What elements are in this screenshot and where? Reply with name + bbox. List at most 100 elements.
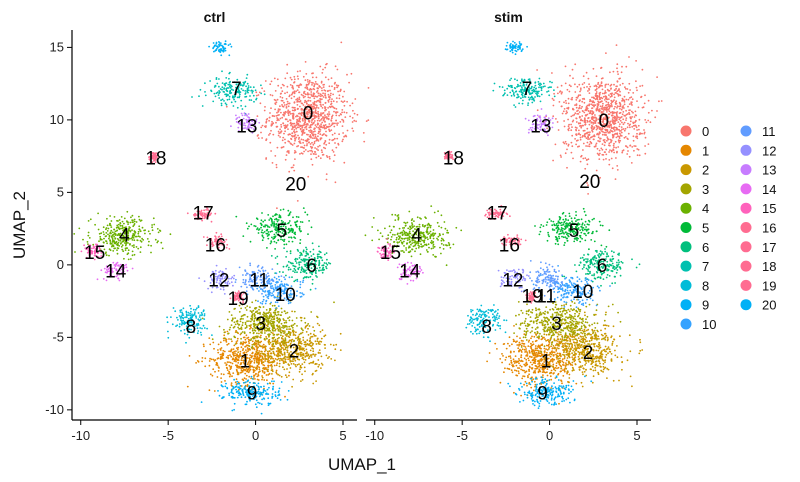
point-cluster-1 [228,364,231,367]
point-cluster-7 [221,86,224,89]
point-cluster-5 [278,214,281,217]
point-cluster-0 [303,112,305,114]
point-cluster-3 [296,325,298,327]
point-cluster-0 [568,90,571,93]
point-cluster-5 [291,231,294,234]
point-cluster-0 [296,145,298,148]
point-cluster-9 [257,390,260,393]
point-cluster-0 [325,108,327,111]
point-cluster-6 [305,248,308,251]
point-cluster-4 [139,220,142,222]
point-cluster-0 [292,117,294,120]
point-cluster-0 [272,133,275,136]
point-cluster-1 [211,374,214,377]
point-cluster-2 [281,335,284,338]
point-cluster-0 [570,123,572,126]
point-cluster-2 [299,353,302,356]
point-cluster-0 [314,135,317,138]
point-cluster-0 [336,137,339,140]
point-cluster-5 [260,224,263,227]
point-cluster-11 [268,280,271,283]
point-cluster-8 [192,308,195,311]
point-cluster-20 [217,49,220,52]
point-cluster-0 [269,83,272,86]
point-cluster-0 [317,135,319,138]
point-cluster-2 [304,345,307,348]
cluster-label-0: 0 [303,104,314,125]
point-cluster-1 [205,350,207,353]
point-cluster-0 [314,147,316,149]
point-cluster-7 [232,105,235,107]
point-cluster-0 [316,87,319,89]
point-cluster-0 [294,150,296,152]
point-cluster-3 [283,310,286,313]
point-cluster-3 [245,325,248,327]
point-cluster-7 [260,84,262,87]
point-cluster-10 [271,292,273,294]
point-cluster-5 [270,241,273,243]
point-cluster-2 [298,363,300,365]
point-cluster-1 [247,348,250,351]
point-cluster-2 [268,356,270,359]
point-cluster-9 [262,391,264,394]
point-cluster-2 [314,362,317,365]
point-cluster-3 [300,319,303,322]
point-cluster-2 [279,343,282,346]
point-cluster-10 [259,302,262,304]
point-cluster-0 [319,157,322,160]
point-cluster-4 [138,225,141,228]
point-cluster-0 [275,121,277,124]
point-cluster-0 [328,129,331,132]
point-cluster-6 [300,253,302,256]
point-cluster-0 [290,93,293,96]
point-cluster-3 [287,317,289,320]
point-cluster-0 [293,101,296,104]
point-cluster-0 [321,117,323,120]
point-cluster-0 [292,122,295,125]
point-cluster-11 [261,292,263,295]
point-cluster-1 [263,372,266,374]
point-cluster-0 [319,95,322,98]
point-cluster-2 [257,343,259,346]
point-cluster-4 [139,236,141,238]
point-cluster-5 [271,236,273,239]
point-cluster-0 [605,100,608,103]
point-cluster-2 [270,367,273,369]
point-cluster-0 [325,130,327,133]
point-cluster-1 [265,336,267,338]
point-cluster-0 [587,90,589,92]
point-cluster-8 [187,314,190,316]
point-cluster-11 [270,279,272,281]
point-cluster-0 [349,115,351,118]
point-cluster-8 [185,341,187,344]
point-cluster-0 [313,151,316,153]
point-cluster-0 [324,147,327,150]
point-cluster-3 [241,324,244,327]
point-cluster-2 [261,352,264,355]
point-cluster-2 [305,325,308,327]
point-cluster-0 [307,96,310,99]
point-cluster-2 [259,352,262,355]
point-cluster-0 [317,149,319,152]
point-cluster-2 [265,345,267,348]
point-cluster-0 [269,112,271,114]
point-cluster-0 [362,132,365,134]
point-cluster-8 [182,317,185,320]
point-cluster-0 [647,119,650,122]
point-cluster-1 [249,368,252,371]
point-cluster-11 [269,287,272,289]
point-cluster-8 [179,311,182,313]
point-cluster-4 [102,231,105,233]
point-cluster-7 [225,89,228,91]
point-cluster-1 [235,378,238,381]
point-cluster-0 [311,123,314,126]
point-cluster-6 [289,261,292,264]
point-cluster-0 [277,84,280,87]
point-cluster-8 [180,319,182,321]
point-cluster-7 [249,86,252,88]
point-cluster-4 [113,239,115,242]
point-cluster-0 [313,115,316,118]
point-cluster-0 [330,92,332,95]
point-cluster-1 [243,353,246,355]
point-cluster-9 [223,396,225,398]
